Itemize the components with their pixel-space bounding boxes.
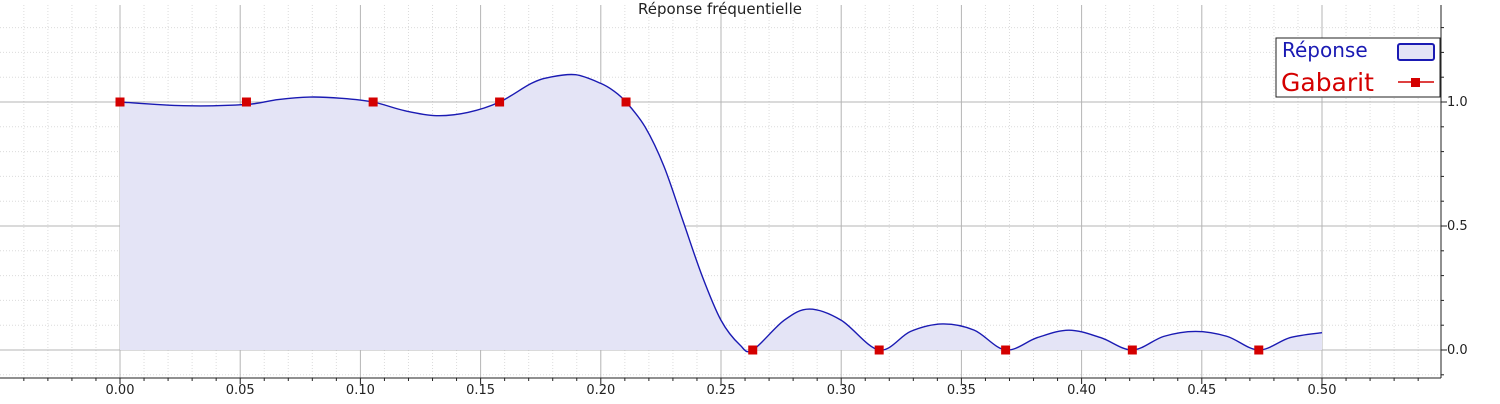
gabarit-marker — [495, 97, 505, 107]
x-tick-label: 0.00 — [106, 383, 135, 398]
x-tick-label: 0.35 — [947, 383, 976, 398]
gabarit-marker — [1127, 345, 1137, 355]
gabarit-marker — [1254, 345, 1264, 355]
legend-marker-gabarit — [1411, 78, 1420, 87]
x-tick-label: 0.40 — [1067, 383, 1096, 398]
gabarit-marker — [1001, 345, 1011, 355]
series-area — [119, 73, 1323, 353]
x-tick-label: 0.20 — [586, 383, 615, 398]
ticks: 0.00 0.05 0.10 0.15 0.20 0.25 0.30 0.35 0.40 0.45… — [23, 27, 1468, 398]
x-tick-label: 0.25 — [707, 383, 736, 398]
chart-title: Réponse fréquentielle — [638, 0, 802, 18]
y-tick-label: 0.0 — [1447, 343, 1468, 358]
x-tick-label: 0.05 — [226, 383, 255, 398]
y-tick-label: 1.0 — [1447, 95, 1468, 110]
legend-label-gabarit: Gabarit — [1281, 68, 1374, 97]
x-tick-label: 0.45 — [1187, 383, 1216, 398]
x-tick-label: 0.15 — [466, 383, 495, 398]
y-tick-label: 0.5 — [1447, 219, 1468, 234]
legend-label-reponse: Réponse — [1282, 38, 1368, 62]
legend-swatch-reponse — [1397, 43, 1435, 61]
legend: Réponse Gabarit — [1275, 37, 1441, 98]
gabarit-marker — [621, 97, 631, 107]
reponse-area-fill — [120, 74, 1322, 352]
gabarit-markers — [115, 97, 1264, 355]
x-tick-label: 0.30 — [827, 383, 856, 398]
gabarit-marker — [115, 97, 125, 107]
gabarit-marker — [368, 97, 378, 107]
x-tick-label: 0.50 — [1308, 383, 1337, 398]
gabarit-marker — [748, 345, 758, 355]
gabarit-marker — [874, 345, 884, 355]
reponse-line — [119, 73, 1323, 353]
gabarit-marker — [241, 97, 251, 107]
x-tick-label: 0.10 — [346, 383, 375, 398]
